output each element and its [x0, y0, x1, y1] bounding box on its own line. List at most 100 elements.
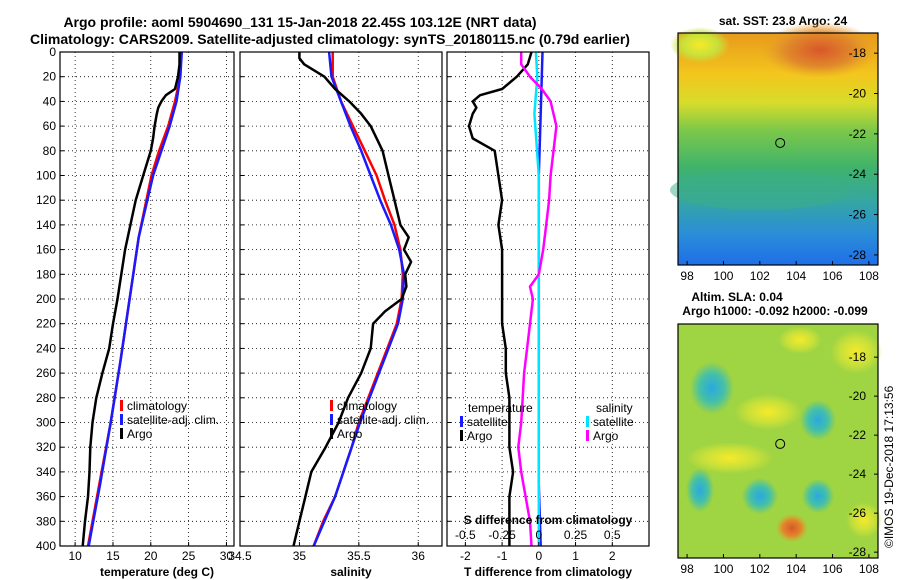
temperature-series-group: [81, 52, 184, 546]
map-x-tick-label: 108: [859, 269, 879, 283]
legend-swatch: [330, 400, 333, 411]
y-tick-label: 320: [36, 440, 56, 454]
sla-blue-eddy-2: [800, 400, 836, 440]
sla-argo-location-marker: [775, 438, 786, 449]
map-x-tick-label: 102: [750, 269, 770, 283]
x-tick-label: -2: [460, 549, 471, 563]
x-tick-label: 36: [412, 549, 426, 563]
legend-swatch: [330, 414, 333, 425]
map-y-tick-label: -18: [849, 46, 867, 60]
y-tick-label: 180: [36, 267, 56, 281]
map-x-tick-label: 98: [680, 562, 694, 576]
temperature-plot-frame: [59, 51, 235, 547]
y-tick-label: 280: [36, 391, 56, 405]
map-y-tick-label: -22: [849, 428, 867, 442]
legend-label: satellite-adj. clim.: [337, 413, 429, 427]
x2-tick-label: -0.25: [488, 528, 516, 542]
y-tick-label: 100: [36, 169, 56, 183]
temperature-argo-line: [81, 52, 181, 546]
map-y-tick-label: -24: [849, 167, 867, 181]
map-y-tick-label: -18: [849, 350, 867, 364]
difference-panel: -2 -1 0 1 2 T difference from climatology temp…: [446, 51, 650, 579]
y-tick-label: 160: [36, 243, 56, 257]
sla-blue-eddy-4: [802, 479, 834, 513]
legend-label: satellite: [467, 415, 508, 429]
sla-map-title: Altim. SLA: 0.04: [691, 290, 783, 304]
legend-swatch: [120, 400, 123, 411]
sla-yellow-ridge-2: [686, 442, 774, 474]
y-tick-label: 0: [49, 45, 56, 59]
map-y-tick-label: -20: [849, 87, 867, 101]
legend-label: Argo: [467, 429, 493, 443]
x2-tick-label: -0.5: [455, 528, 476, 542]
legend-label: Argo: [127, 427, 153, 441]
x-tick-label: 20: [144, 549, 158, 563]
x-tick-label: 30: [220, 549, 234, 563]
y-tick-label: 400: [36, 539, 56, 553]
figure-title-line2: Climatology: CARS2009. Satellite-adjuste…: [30, 31, 630, 47]
salinity-x-axis-label: salinity: [330, 565, 372, 579]
sst-yellow-patch: [670, 27, 730, 63]
sla-blue-eddy-1: [690, 362, 734, 414]
map-x-tick-label: 106: [823, 269, 843, 283]
legend-swatch: [586, 416, 589, 427]
difference-salinity-argo-line: [517, 52, 558, 546]
map-x-tick-label: 100: [713, 562, 733, 576]
y-tick-label: 200: [36, 292, 56, 306]
y-tick-label: 40: [43, 94, 57, 108]
salinity-satellite-adj-clim--line: [312, 52, 406, 546]
y-tick-label: 360: [36, 490, 56, 504]
y-tick-label: 220: [36, 317, 56, 331]
sst-teal-band: [670, 170, 850, 210]
map-y-tick-label: -28: [849, 248, 867, 262]
sst-map-axes: 98 100 102 104 106 108 -18 -20 -22 -24 -26 -28: [680, 46, 879, 283]
legend-label: Argo: [593, 429, 619, 443]
y-tick-label: 240: [36, 341, 56, 355]
y-tick-label: 340: [36, 465, 56, 479]
legend-label: Argo: [337, 427, 363, 441]
x2-tick-label: 0.5: [604, 528, 621, 542]
sla-yellow-ridge-5: [846, 502, 882, 538]
salinity-argo-line: [292, 52, 413, 546]
map-x-tick-label: 98: [680, 269, 694, 283]
legend-header-temperature: temperature: [468, 401, 533, 415]
x-tick-label: 10: [68, 549, 82, 563]
y-tick-label: 140: [36, 218, 56, 232]
sla-map-panel: Altim. SLA: 0.04 Argo h1000: -0.092 h200…: [677, 290, 882, 576]
y-tick-label: 120: [36, 193, 56, 207]
difference-x2-axis-label: S difference from climatology: [464, 513, 633, 527]
map-x-tick-label: 102: [750, 562, 770, 576]
sla-map-subtitle: Argo h1000: -0.092 h2000: -0.099: [682, 304, 868, 318]
sla-yellow-ridge-4: [778, 326, 822, 354]
map-y-tick-label: -20: [849, 389, 867, 403]
sla-yellow-ridge-1: [734, 394, 802, 430]
legend-header-salinity: salinity: [596, 401, 633, 415]
legend-label: climatology: [127, 399, 187, 413]
salinity-series-group: [292, 52, 413, 546]
x-tick-label: 1: [572, 549, 579, 563]
salinity-climatology-line: [312, 52, 405, 546]
sst-warm-patch: [762, 22, 878, 78]
legend-swatch: [330, 428, 333, 439]
sla-blue-eddy-5: [686, 468, 714, 512]
sst-argo-location-marker: [775, 137, 786, 148]
imos-watermark: ©IMOS 19-Dec-2018 17:13:56: [882, 385, 896, 548]
x2-tick-label: 0.25: [564, 528, 588, 542]
sst-map-frame: [677, 32, 879, 266]
x-tick-label: 34.5: [228, 549, 252, 563]
temperature-x-axis-label: temperature (deg C): [100, 565, 214, 579]
sst-map-panel: sat. SST: 23.8 Argo: 24 98 100 102 104 106 10…: [670, 14, 879, 283]
legend-label: satellite-adj. clim.: [127, 413, 219, 427]
y-tick-label: 300: [36, 416, 56, 430]
x-tick-label: 0: [535, 549, 542, 563]
map-x-tick-label: 106: [823, 562, 843, 576]
legend-swatch: [120, 414, 123, 425]
x-tick-label: 2: [609, 549, 616, 563]
x-tick-label: 15: [106, 549, 120, 563]
sla-orange-patch: [776, 514, 808, 542]
legend-swatch: [460, 430, 463, 441]
map-y-tick-label: -24: [849, 467, 867, 481]
map-y-tick-label: -28: [849, 545, 867, 559]
sla-map-axes: 98 100 102 104 106 108 -18 -20 -22 -24 -26 -28: [680, 350, 879, 576]
difference-series-group: [467, 52, 558, 546]
